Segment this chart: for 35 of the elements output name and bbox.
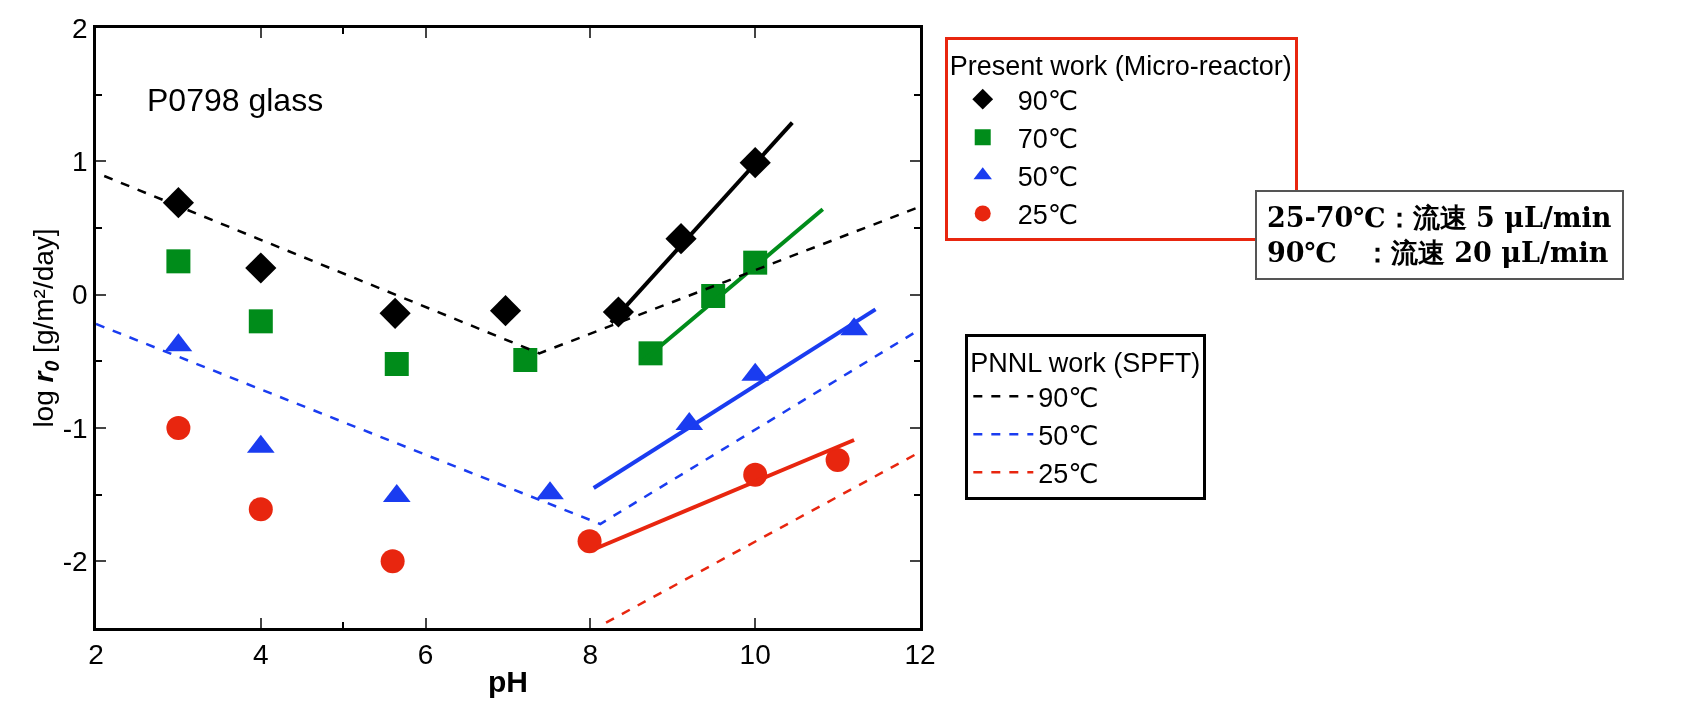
point (825, 448, 850, 472)
y-tick-label: 1 (72, 146, 88, 178)
point (380, 549, 405, 574)
legend-label: 50℃ (1017, 161, 1079, 192)
legend-label: 90℃ (1017, 85, 1079, 116)
x-axis-title: pH (488, 664, 528, 698)
point (489, 295, 522, 327)
x-tick-label: 12 (904, 639, 936, 671)
y-tick-label: -2 (62, 546, 88, 578)
text: Present work (Micro-reactor) (949, 51, 1292, 82)
legend-label: 70℃ (1017, 123, 1079, 154)
legend-label: 50℃ (1038, 420, 1099, 451)
y-tick-label: 0 (72, 279, 88, 311)
legend-label: 25℃ (1017, 199, 1079, 230)
y-tick-label: -1 (62, 412, 88, 444)
point (379, 297, 411, 329)
point (248, 309, 273, 334)
point (384, 352, 409, 376)
annotation: P0798 glass (147, 82, 324, 118)
legend-label: 25℃ (1038, 458, 1099, 489)
x-tick-label: 8 (582, 639, 599, 671)
point (577, 529, 602, 554)
point (245, 252, 277, 284)
point (162, 187, 194, 219)
x-tick-label: 10 (739, 639, 771, 671)
legend-label: 90℃ (1038, 382, 1099, 413)
x-tick-label: 6 (417, 639, 434, 671)
point (166, 249, 191, 274)
point (513, 348, 538, 372)
x-tick-label: 4 (253, 639, 269, 671)
point (248, 497, 273, 522)
point (166, 416, 191, 440)
y-tick-label: 2 (72, 12, 88, 44)
text: 25-70℃：流速 5 μL/min 90℃ ：流速 20 μL/min (1267, 202, 1612, 269)
text: PNNL work (SPFT) (970, 348, 1201, 379)
